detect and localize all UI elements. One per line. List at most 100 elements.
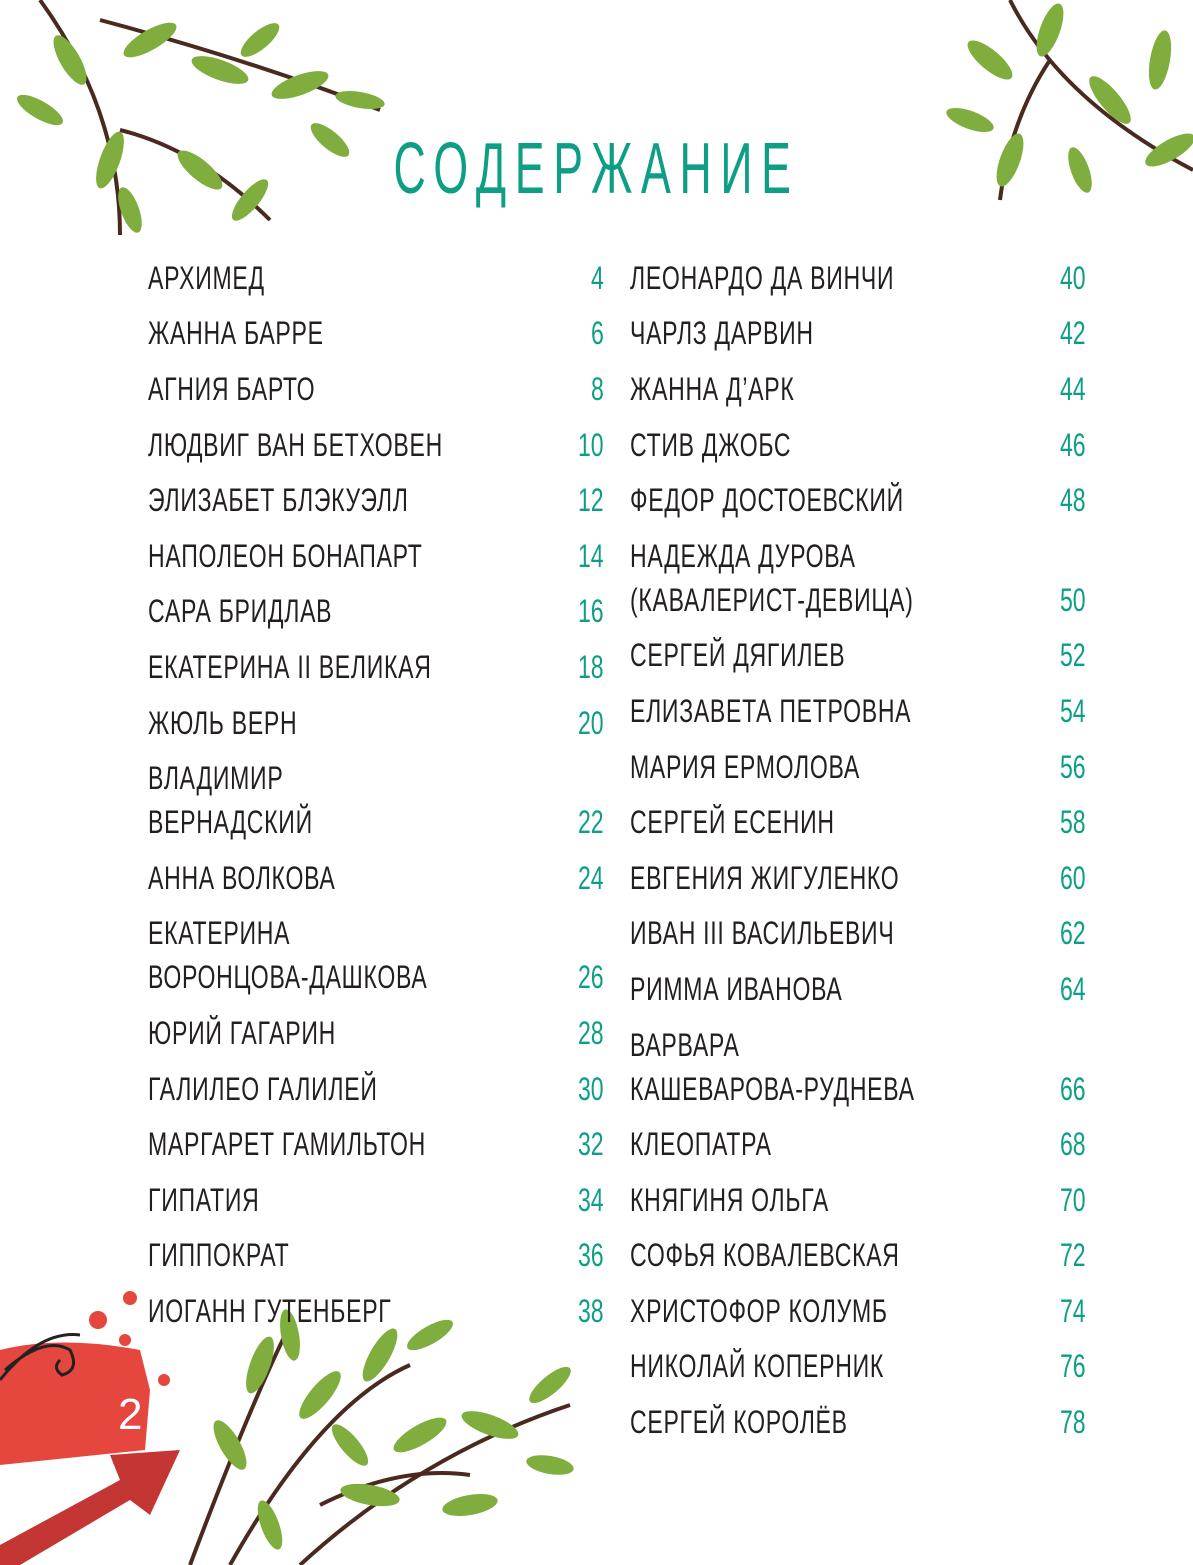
entry-name: КЛЕОПАТРА	[630, 1126, 772, 1163]
entry-page: 4	[591, 259, 604, 296]
entry-page: 66	[1060, 1070, 1086, 1107]
entry-page: 10	[578, 426, 604, 463]
toc-entry[interactable]: ЕКАТЕРИНА II ВЕЛИКАЯ 18	[148, 639, 604, 695]
entry-page: 22	[578, 804, 604, 841]
toc-entry[interactable]: ИОГАНН ГУТЕНБЕРГ 38	[148, 1283, 604, 1339]
entry-page: 52	[1060, 637, 1086, 674]
toc-entry[interactable]: ЧАРЛЗ ДАРВИН 42	[630, 306, 1086, 362]
toc-entry[interactable]: МАРИЯ ЕРМОЛОВА 56	[630, 739, 1086, 795]
entry-page: 60	[1060, 859, 1086, 896]
toc-entry[interactable]: КНЯГИНЯ ОЛЬГА 70	[630, 1172, 1086, 1228]
toc-entry[interactable]: АГНИЯ БАРТО 8	[148, 361, 604, 417]
entry-name: АННА ВОЛКОВА	[148, 859, 336, 896]
toc-entry[interactable]: СЕРГЕЙ КОРОЛЁВ 78	[630, 1394, 1086, 1450]
entry-page: 14	[578, 537, 604, 574]
toc-entry[interactable]: ЕВГЕНИЯ ЖИГУЛЕНКО 60	[630, 850, 1086, 906]
page-title: СОДЕРЖАНИЕ	[393, 129, 800, 209]
entry-name: СТИВ ДЖОБС	[630, 426, 792, 463]
toc-entry[interactable]: ЖАННА БАРРЕ 6	[148, 306, 604, 362]
toc-entry[interactable]: САРА БРИДЛАВ 16	[148, 584, 604, 640]
entry-name: ЛЕОНАРДО ДА ВИНЧИ	[630, 259, 895, 296]
toc-left-column: АРХИМЕД 4 ЖАННА БАРРЕ 6 АГНИЯ БАРТО 8 ЛЮДВИГ В…	[148, 250, 604, 1339]
toc-entry[interactable]: ЕЛИЗАВЕТА ПЕТРОВНА 54	[630, 683, 1086, 739]
entry-name: АРХИМЕД	[148, 259, 265, 296]
toc-entry[interactable]: СЕРГЕЙ ЕСЕНИН 58	[630, 794, 1086, 850]
entry-name: НАДЕЖДА ДУРОВА (КАВАЛЕРИСТ-ДЕВИЦА)	[630, 537, 914, 618]
entry-name: ГАЛИЛЕО ГАЛИЛЕЙ	[148, 1070, 378, 1107]
entry-page: 68	[1060, 1126, 1086, 1163]
toc-entry[interactable]: ФЕДОР ДОСТОЕВСКИЙ 48	[630, 472, 1086, 528]
toc-entry[interactable]: ВАРВАРА КАШЕВАРОВА-РУДНЕВА 66	[630, 1017, 1086, 1117]
entry-page: 30	[578, 1070, 604, 1107]
entry-name: ЛЮДВИГ ВАН БЕТХОВЕН	[148, 426, 443, 463]
entry-name: ЕКАТЕРИНА ВОРОНЦОВА-ДАШКОВА	[148, 915, 428, 996]
toc-entry[interactable]: АННА ВОЛКОВА 24	[148, 850, 604, 906]
entry-page: 38	[578, 1292, 604, 1329]
toc-entry[interactable]: ИВАН III ВАСИЛЬЕВИЧ 62	[630, 906, 1086, 962]
toc-entry[interactable]: СТИВ ДЖОБС 46	[630, 417, 1086, 473]
entry-name: ИОГАНН ГУТЕНБЕРГ	[148, 1292, 392, 1329]
leaf-branch-bottom	[188, 1309, 574, 1565]
toc-entry[interactable]: НИКОЛАЙ КОПЕРНИК 76	[630, 1339, 1086, 1395]
entry-page: 36	[578, 1237, 604, 1274]
entry-page: 42	[1060, 315, 1086, 352]
entry-name: ЧАРЛЗ ДАРВИН	[630, 315, 814, 352]
entry-name: ГИПАТИЯ	[148, 1181, 260, 1218]
toc-entry[interactable]: ВЛАДИМИР ВЕРНАДСКИЙ 22	[148, 750, 604, 850]
toc-entry[interactable]: АРХИМЕД 4	[148, 250, 604, 306]
entry-name: НАПОЛЕОН БОНАПАРТ	[148, 537, 423, 574]
toc-entry[interactable]: ЛЮДВИГ ВАН БЕТХОВЕН 10	[148, 417, 604, 473]
paint-splash-arrow	[0, 1291, 180, 1565]
entry-name: ГИППОКРАТ	[148, 1237, 290, 1274]
entry-page: 70	[1060, 1181, 1086, 1218]
entry-page: 16	[578, 593, 604, 630]
entry-name: САРА БРИДЛАВ	[148, 593, 333, 630]
toc-entry[interactable]: ХРИСТОФОР КОЛУМБ 74	[630, 1283, 1086, 1339]
toc-entry[interactable]: ГИППОКРАТ 36	[148, 1228, 604, 1284]
entry-page: 78	[1060, 1404, 1086, 1441]
entry-name: СЕРГЕЙ КОРОЛЁВ	[630, 1404, 848, 1441]
entry-page: 44	[1060, 370, 1086, 407]
entry-page: 74	[1060, 1292, 1086, 1329]
toc-entry[interactable]: ЕКАТЕРИНА ВОРОНЦОВА-ДАШКОВА 26	[148, 906, 604, 1006]
toc-entry[interactable]: КЛЕОПАТРА 68	[630, 1116, 1086, 1172]
entry-name: ВАРВАРА КАШЕВАРОВА-РУДНЕВА	[630, 1026, 915, 1107]
entry-page: 26	[578, 959, 604, 996]
toc-entry[interactable]: ГИПАТИЯ 34	[148, 1172, 604, 1228]
entry-name: СЕРГЕЙ ЕСЕНИН	[630, 804, 835, 841]
entry-name: СЕРГЕЙ ДЯГИЛЕВ	[630, 637, 846, 674]
entry-page: 8	[591, 370, 604, 407]
entry-name: ИВАН III ВАСИЛЬЕВИЧ	[630, 915, 895, 952]
toc-entry[interactable]: ЮРИЙ ГАГАРИН 28	[148, 1005, 604, 1061]
entry-name: КНЯГИНЯ ОЛЬГА	[630, 1181, 829, 1218]
entry-name: СОФЬЯ КОВАЛЕВСКАЯ	[630, 1237, 900, 1274]
toc-entry[interactable]: ЖАННА Д’АРК 44	[630, 361, 1086, 417]
entry-page: 46	[1060, 426, 1086, 463]
entry-page: 20	[578, 704, 604, 741]
toc-entry[interactable]: МАРГАРЕТ ГАМИЛЬТОН 32	[148, 1116, 604, 1172]
toc-entry[interactable]: ГАЛИЛЕО ГАЛИЛЕЙ 30	[148, 1061, 604, 1117]
entry-page: 12	[578, 482, 604, 519]
toc-entry[interactable]: ЛЕОНАРДО ДА ВИНЧИ 40	[630, 250, 1086, 306]
toc-entry[interactable]: РИММА ИВАНОВА 64	[630, 961, 1086, 1017]
page-number: 2	[118, 1390, 143, 1439]
entry-page: 62	[1060, 915, 1086, 952]
entry-name: ФЕДОР ДОСТОЕВСКИЙ	[630, 482, 904, 519]
entry-page: 28	[578, 1014, 604, 1051]
leaf-branch-top-right	[946, 0, 1193, 201]
entry-name: ЕЛИЗАВЕТА ПЕТРОВНА	[630, 692, 912, 729]
toc-entry[interactable]: НАПОЛЕОН БОНАПАРТ 14	[148, 528, 604, 584]
entry-page: 6	[591, 315, 604, 352]
toc-entry[interactable]: НАДЕЖДА ДУРОВА (КАВАЛЕРИСТ-ДЕВИЦА) 50	[630, 528, 1086, 628]
toc-entry[interactable]: ЭЛИЗАБЕТ БЛЭКУЭЛЛ 12	[148, 472, 604, 528]
entry-name: ХРИСТОФОР КОЛУМБ	[630, 1292, 888, 1329]
toc-entry[interactable]: ЖЮЛЬ ВЕРН 20	[148, 695, 604, 751]
entry-page: 32	[578, 1126, 604, 1163]
entry-name: ЭЛИЗАБЕТ БЛЭКУЭЛЛ	[148, 482, 409, 519]
toc-entry[interactable]: СЕРГЕЙ ДЯГИЛЕВ 52	[630, 628, 1086, 684]
entry-name: ВЛАДИМИР ВЕРНАДСКИЙ	[148, 760, 313, 841]
entry-page: 76	[1060, 1348, 1086, 1385]
entry-name: МАРГАРЕТ ГАМИЛЬТОН	[148, 1126, 426, 1163]
entry-page: 58	[1060, 804, 1086, 841]
toc-entry[interactable]: СОФЬЯ КОВАЛЕВСКАЯ 72	[630, 1228, 1086, 1284]
